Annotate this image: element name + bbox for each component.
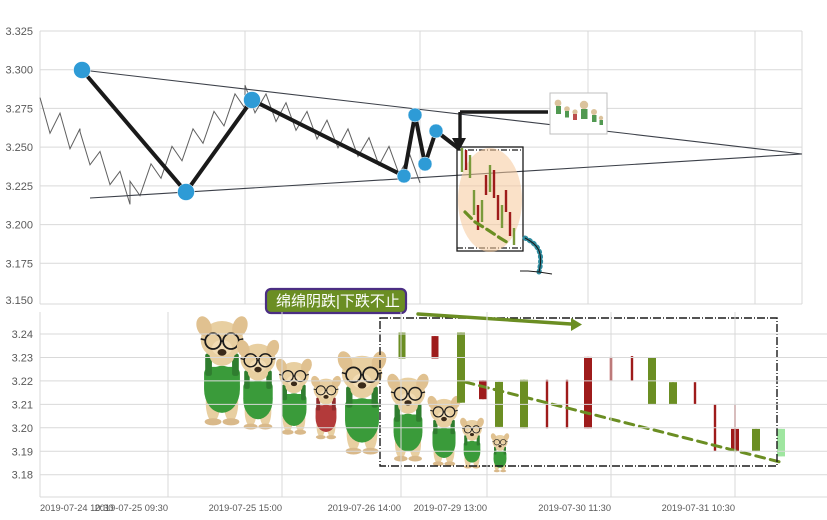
svg-text:3.20: 3.20: [12, 423, 33, 435]
svg-text:2019-07-25 15:00: 2019-07-25 15:00: [209, 503, 282, 513]
svg-text:3.175: 3.175: [5, 258, 33, 270]
svg-text:2019-07-29 13:00: 2019-07-29 13:00: [414, 503, 487, 513]
svg-text:3.150: 3.150: [5, 295, 33, 307]
svg-text:3.18: 3.18: [12, 470, 33, 482]
svg-text:绵绵阴跌|下跌不止: 绵绵阴跌|下跌不止: [276, 293, 400, 310]
svg-text:2019-07-31 10:30: 2019-07-31 10:30: [662, 503, 735, 513]
svg-text:3.200: 3.200: [5, 220, 33, 232]
svg-text:2019-07-25 09:30: 2019-07-25 09:30: [95, 503, 168, 513]
svg-text:2019-07-26 14:00: 2019-07-26 14:00: [328, 503, 401, 513]
svg-text:3.24: 3.24: [12, 329, 33, 341]
svg-text:3.275: 3.275: [5, 103, 33, 115]
svg-text:3.21: 3.21: [12, 399, 33, 411]
svg-text:3.19: 3.19: [12, 446, 33, 458]
svg-text:3.300: 3.300: [5, 65, 33, 77]
svg-text:3.225: 3.225: [5, 181, 33, 193]
svg-text:3.250: 3.250: [5, 142, 33, 154]
svg-text:3.23: 3.23: [12, 353, 33, 365]
svg-text:3.22: 3.22: [12, 376, 33, 388]
svg-text:2019-07-30 11:30: 2019-07-30 11:30: [538, 503, 611, 513]
svg-text:3.325: 3.325: [5, 26, 33, 38]
